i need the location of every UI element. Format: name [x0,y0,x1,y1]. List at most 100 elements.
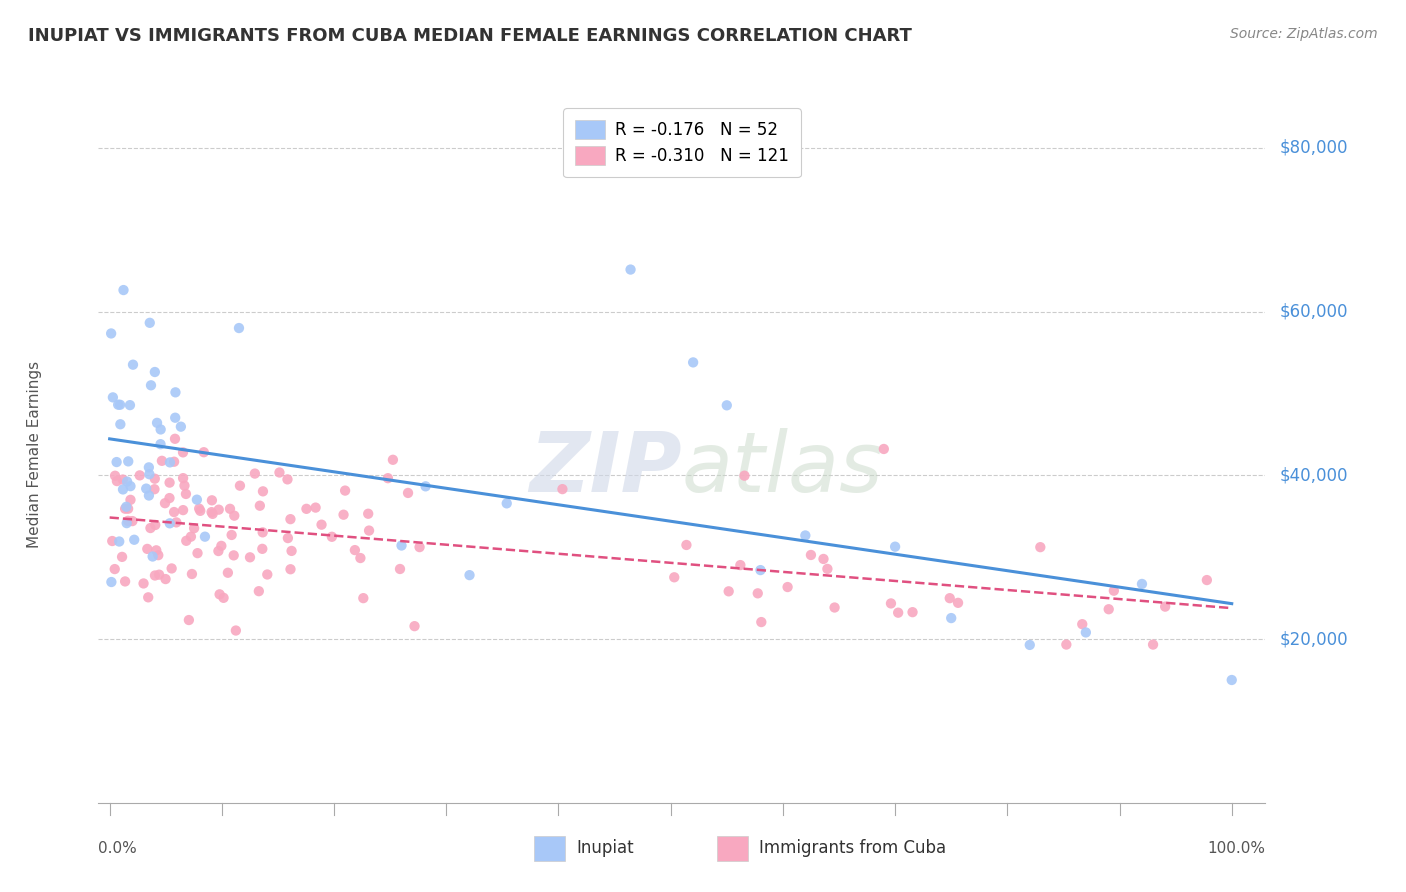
Point [716,398,738,412]
Point [277,531,299,545]
Point [1220,673,1243,687]
Point [110,417,132,432]
Text: Median Female Earnings: Median Female Earnings [27,361,42,549]
Point [217,566,239,580]
Point [117,454,139,468]
Point [165,516,187,530]
Point [749,563,772,577]
Text: $80,000: $80,000 [1279,139,1348,157]
Point [117,514,139,528]
Point [172,503,194,517]
Point [177,613,200,627]
Point [170,419,193,434]
Point [136,591,159,605]
Point [256,567,278,582]
Point [159,455,181,469]
Point [108,398,131,412]
Point [148,548,170,562]
Point [458,568,481,582]
Point [332,508,354,522]
Point [122,358,145,372]
Point [252,484,274,499]
Point [143,365,166,379]
Point [269,466,291,480]
Point [794,528,817,542]
Point [1074,625,1097,640]
Point [252,541,274,556]
Point [815,562,838,576]
Point [105,474,128,488]
Point [222,549,245,563]
Point [128,468,150,483]
Point [207,544,229,558]
Point [186,546,208,560]
Point [201,493,224,508]
Point [100,326,122,341]
Point [155,572,177,586]
Point [880,596,903,610]
Text: $60,000: $60,000 [1279,302,1348,321]
Point [139,521,162,535]
Point [107,398,129,412]
Point [165,385,187,400]
Point [163,432,186,446]
Point [105,455,128,469]
Point [120,492,142,507]
Point [551,482,574,496]
Point [112,283,135,297]
Point [165,410,187,425]
Point [391,539,413,553]
Point [321,530,343,544]
Point [675,538,697,552]
Point [224,508,246,523]
Point [180,530,202,544]
Point [121,514,143,528]
Point [194,530,217,544]
Point [138,460,160,475]
Text: 100.0%: 100.0% [1208,841,1265,856]
Point [111,483,134,497]
Point [163,505,186,519]
Point [132,576,155,591]
Point [813,552,835,566]
Point [1071,617,1094,632]
Point [1029,540,1052,554]
Point [221,528,243,542]
Point [209,539,232,553]
Point [145,543,167,558]
Point [159,516,181,531]
Text: INUPIAT VS IMMIGRANTS FROM CUBA MEDIAN FEMALE EARNINGS CORRELATION CHART: INUPIAT VS IMMIGRANTS FROM CUBA MEDIAN F… [28,27,912,45]
Point [138,489,160,503]
Point [208,502,231,516]
Point [1142,638,1164,652]
Point [117,501,139,516]
Point [193,445,215,459]
Point [311,517,333,532]
Point [186,492,208,507]
Point [104,562,127,576]
Point [159,475,181,490]
Point [143,518,166,533]
Point [159,491,181,505]
Point [122,533,145,547]
Text: Inupiat: Inupiat [576,839,634,857]
Point [1195,573,1218,587]
Point [201,507,224,521]
Point [136,541,159,556]
Point [142,549,165,564]
Point [1054,638,1077,652]
Point [219,501,242,516]
Point [181,566,204,581]
Point [747,586,769,600]
Point [108,534,131,549]
Point [333,483,356,498]
Point [146,416,169,430]
Text: Immigrants from Cuba: Immigrants from Cuba [759,839,946,857]
Point [239,550,262,565]
Point [143,482,166,496]
Point [884,540,907,554]
Point [295,501,318,516]
Point [111,473,134,487]
Point [208,587,231,601]
Point [225,624,247,638]
